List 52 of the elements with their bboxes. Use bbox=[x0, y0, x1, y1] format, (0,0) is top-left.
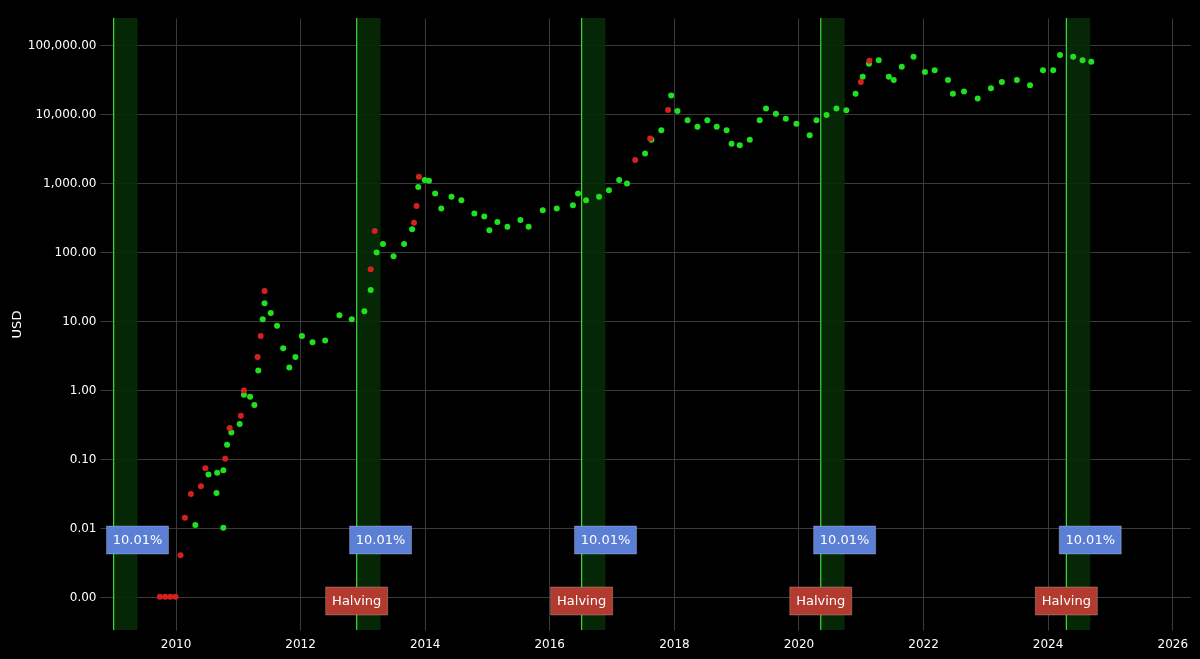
point bbox=[240, 387, 247, 394]
point bbox=[254, 353, 261, 360]
ref-line-label: Halving bbox=[1041, 593, 1091, 608]
point bbox=[261, 288, 268, 295]
x-tick-label: 2026 bbox=[1157, 636, 1189, 651]
point bbox=[181, 514, 188, 521]
point bbox=[177, 552, 184, 559]
point bbox=[632, 157, 639, 164]
y-tick-label: 100,000.00 bbox=[27, 38, 97, 53]
point bbox=[665, 106, 672, 113]
point bbox=[226, 424, 233, 431]
y-tick-label: 1,000.00 bbox=[43, 176, 97, 191]
x-tick-label: 2014 bbox=[409, 636, 441, 651]
band-label: 10.01% bbox=[112, 532, 163, 547]
x-tick-label: 2024 bbox=[1032, 636, 1064, 651]
point bbox=[257, 333, 264, 340]
band-label: 10.01% bbox=[819, 532, 870, 547]
point bbox=[413, 203, 420, 210]
band-label: 10.01% bbox=[1065, 532, 1116, 547]
y-tick-label: 0.10 bbox=[69, 452, 97, 467]
point bbox=[371, 228, 378, 235]
point bbox=[187, 490, 194, 497]
x-tick-label: 2022 bbox=[908, 636, 939, 651]
point bbox=[410, 219, 417, 226]
band-label: 10.01% bbox=[355, 532, 406, 547]
x-tick-label: 2010 bbox=[160, 636, 192, 651]
point bbox=[415, 173, 422, 180]
point bbox=[172, 593, 179, 600]
x-tick-label: 2020 bbox=[783, 636, 815, 651]
y-tick-label: 100.00 bbox=[54, 245, 97, 260]
x-tick-label: 2012 bbox=[285, 636, 316, 651]
y-tick-label: 1.00 bbox=[69, 383, 97, 398]
band-label: 10.01% bbox=[580, 532, 631, 547]
point bbox=[167, 593, 174, 600]
point bbox=[197, 483, 204, 490]
y-axis-title: USD bbox=[8, 310, 24, 339]
y-tick-label: 0.01 bbox=[69, 521, 97, 536]
point bbox=[367, 266, 374, 273]
point bbox=[156, 593, 163, 600]
x-tick-label: 2018 bbox=[659, 636, 690, 651]
ref-line-label: Halving bbox=[796, 593, 846, 608]
point bbox=[222, 455, 229, 462]
y-tick-label: 10.00 bbox=[62, 314, 97, 329]
y-tick-label: 10,000.00 bbox=[35, 107, 97, 122]
x-tick-label: 2016 bbox=[534, 636, 566, 651]
point bbox=[162, 593, 169, 600]
point bbox=[237, 412, 244, 419]
ref-line-label: Halving bbox=[332, 593, 382, 608]
ref-line-label: Halving bbox=[557, 593, 607, 608]
point bbox=[857, 78, 864, 85]
point bbox=[202, 465, 209, 472]
y-tick-label: 0.00 bbox=[69, 590, 97, 605]
